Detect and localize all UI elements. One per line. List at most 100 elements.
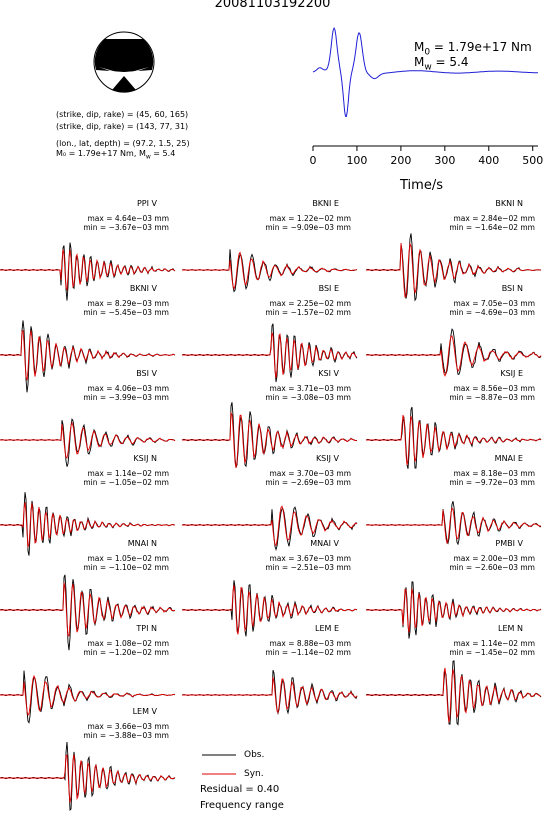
legend-obs: Obs. xyxy=(244,750,265,760)
stf-mw-sub: w xyxy=(424,62,432,73)
stf-m0-sub: 0 xyxy=(424,47,431,58)
source-mw-sub: w xyxy=(145,153,151,161)
stf-x-tick-label: 0 xyxy=(310,154,317,167)
observed-trace xyxy=(181,670,358,716)
synthetic-trace xyxy=(182,584,358,635)
synthetic-trace xyxy=(366,588,542,633)
compression-quadrant-lower xyxy=(112,76,136,93)
source-mw: M xyxy=(138,149,146,158)
station-label: MNAI V xyxy=(310,539,339,548)
source-moment: M₀ = 1.79e+17 Nm, Mw = 5.4 xyxy=(56,149,175,163)
observed-trace xyxy=(365,328,542,375)
station-label: LEM V xyxy=(133,707,158,716)
max-amplitude-label: max = 2.84e−02 mm xyxy=(453,214,535,223)
residual-text: Residual = 0.40 xyxy=(200,784,280,795)
legend-lines xyxy=(202,754,236,775)
min-amplitude-label: min = −1.10e−02 mm xyxy=(83,563,169,572)
max-amplitude-label: max = 4.64e−03 mm xyxy=(87,214,169,223)
min-amplitude-label: min = −5.45e−03 mm xyxy=(83,308,169,317)
synthetic-trace xyxy=(366,667,542,723)
stf-x-tick-label: 500 xyxy=(522,154,543,167)
station-label: KSIJ V xyxy=(316,454,340,463)
min-amplitude-label: min = −2.69e−03 mm xyxy=(265,478,351,487)
synthetic-trace xyxy=(0,329,176,381)
synthetic-trace xyxy=(0,674,176,717)
source-time-function-plot: 0 100 200 300 400 500 xyxy=(310,26,543,167)
max-amplitude-label: max = 1.14e−02 mm xyxy=(87,469,169,478)
synthetic-trace xyxy=(366,335,542,377)
min-amplitude-label: min = −8.87e−03 mm xyxy=(449,393,535,402)
station-label: MNAI E xyxy=(495,454,523,463)
max-amplitude-label: max = 1.22e−02 mm xyxy=(269,214,351,223)
observed-trace xyxy=(0,741,176,812)
min-amplitude-label: min = −3.99e−03 mm xyxy=(83,393,169,402)
stf-xlabel: Time/s xyxy=(400,178,443,193)
max-amplitude-label: max = 7.05e−03 mm xyxy=(453,299,535,308)
max-amplitude-label: max = 8.88e−03 mm xyxy=(269,639,351,648)
stf-m0-main: M xyxy=(414,40,425,54)
synthetic-trace xyxy=(0,502,176,549)
synthetic-trace xyxy=(0,249,176,292)
min-amplitude-label: min = −3.08e−03 mm xyxy=(265,393,351,402)
max-amplitude-label: max = 3.66e−03 mm xyxy=(87,722,169,731)
source-plane-1: (strike, dip, rake) = (45, 60, 165) xyxy=(56,110,189,119)
beachball-icon xyxy=(93,31,155,93)
synthetic-trace xyxy=(182,251,358,290)
station-label: LEM E xyxy=(315,624,339,633)
station-label: BKNI E xyxy=(312,199,339,208)
min-amplitude-label: min = −2.51e−03 mm xyxy=(265,563,351,572)
max-amplitude-label: max = 3.71e−03 mm xyxy=(269,384,351,393)
min-amplitude-label: min = −9.72e−03 mm xyxy=(449,478,535,487)
min-amplitude-label: min = −9.09e−03 mm xyxy=(265,223,351,232)
station-label: BKNI N xyxy=(495,199,523,208)
min-amplitude-label: min = −2.60e−03 mm xyxy=(449,563,535,572)
max-amplitude-label: max = 4.06e−03 mm xyxy=(87,384,169,393)
max-amplitude-label: max = 1.14e−02 mm xyxy=(453,639,535,648)
observed-trace xyxy=(365,501,542,546)
station-label: BSI V xyxy=(136,369,157,378)
frequency-range-text: Frequency range xyxy=(200,800,284,811)
max-amplitude-label: max = 8.56e−03 mm xyxy=(453,384,535,393)
event-title: 20081103192200 xyxy=(214,0,331,11)
compression-quadrant-upper xyxy=(94,39,154,72)
observed-trace xyxy=(365,660,542,726)
stf-mw: Mw = 5.4 xyxy=(414,55,469,72)
synthetic-trace xyxy=(182,505,358,546)
synthetic-trace xyxy=(366,414,542,466)
source-m0: M₀ = 1.79e+17 Nm, xyxy=(56,149,137,158)
station-label: KSI V xyxy=(318,369,339,378)
max-amplitude-label: max = 1.05e−02 mm xyxy=(87,554,169,563)
synthetic-trace xyxy=(0,754,176,803)
nodal-gap xyxy=(99,67,149,76)
min-amplitude-label: min = −1.05e−02 mm xyxy=(83,478,169,487)
station-label: TPI N xyxy=(135,624,157,633)
max-amplitude-label: max = 3.70e−03 mm xyxy=(269,469,351,478)
station-label: KSIJ E xyxy=(500,369,523,378)
synthetic-trace xyxy=(366,242,542,298)
max-amplitude-label: max = 1.08e−02 mm xyxy=(87,639,169,648)
synthetic-trace xyxy=(0,421,176,459)
min-amplitude-label: min = −1.14e−02 mm xyxy=(265,648,351,657)
min-amplitude-label: min = −1.45e−02 mm xyxy=(449,648,535,657)
synthetic-trace xyxy=(0,582,176,637)
stf-x-tick-label: 400 xyxy=(478,154,499,167)
min-amplitude-label: min = −1.57e−02 mm xyxy=(265,308,351,317)
synthetic-trace xyxy=(182,677,358,714)
max-amplitude-label: max = 8.18e−03 mm xyxy=(453,469,535,478)
min-amplitude-label: min = −4.69e−03 mm xyxy=(449,308,535,317)
min-amplitude-label: min = −3.67e−03 mm xyxy=(83,223,169,232)
synthetic-trace xyxy=(366,506,542,545)
max-amplitude-label: max = 3.67e−03 mm xyxy=(269,554,351,563)
legend-syn: Syn. xyxy=(244,769,264,779)
stf-mw-main: M xyxy=(414,55,425,69)
source-location: (lon., lat, depth) = (97.2, 1.5, 25) xyxy=(56,139,190,148)
station-label: PPI V xyxy=(137,199,158,208)
stf-m0: M0 = 1.79e+17 Nm xyxy=(414,40,532,57)
synthetic-trace xyxy=(182,411,358,468)
stf-x-tick-label: 300 xyxy=(434,154,455,167)
stf-x-tick-label: 200 xyxy=(390,154,411,167)
stf-mw-value: = 5.4 xyxy=(431,55,469,69)
station-label: PMBI V xyxy=(495,539,523,548)
max-amplitude-label: max = 2.00e−03 mm xyxy=(453,554,535,563)
